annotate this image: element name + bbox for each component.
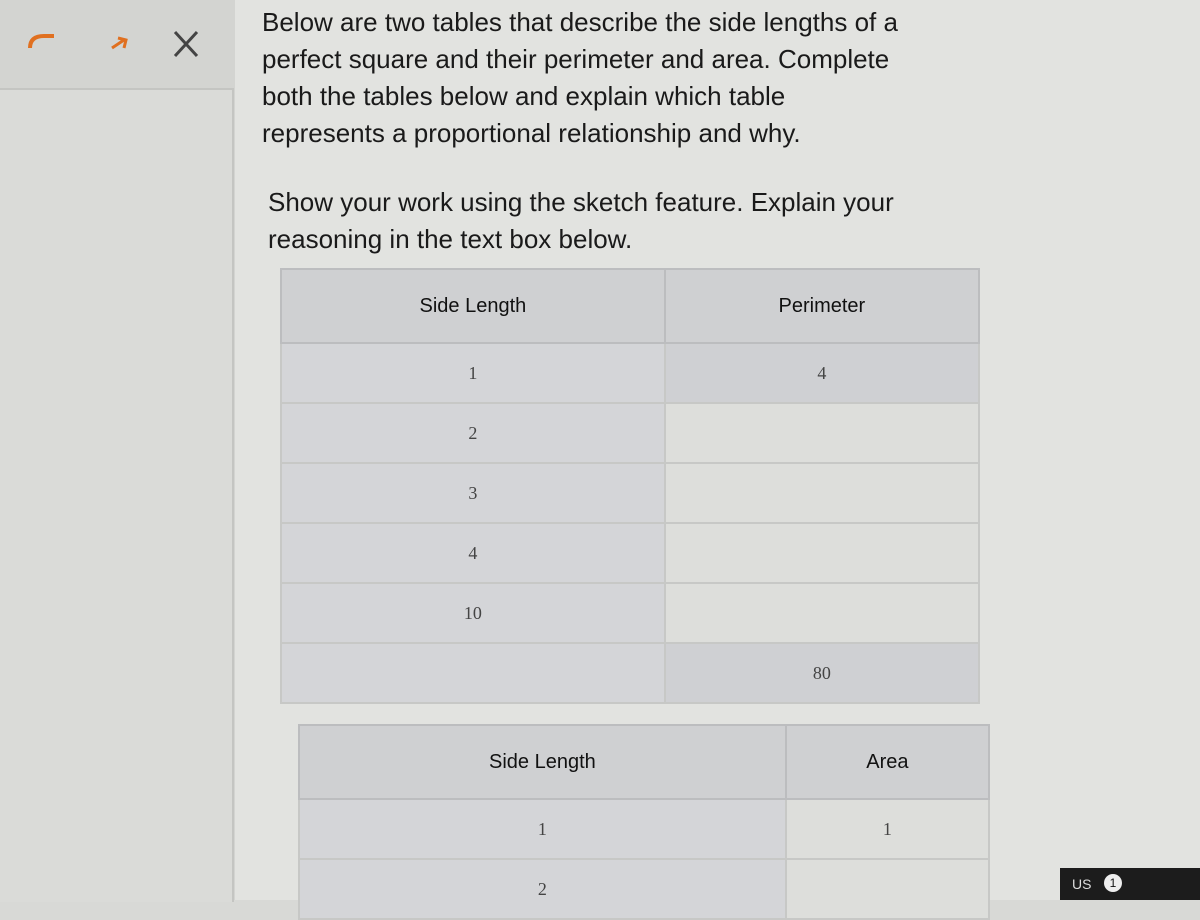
table-row: 80 [280, 642, 981, 704]
data-table: Side Length Area 1 1 2 [298, 724, 991, 920]
table-row: 2 [280, 402, 981, 464]
undo-icon[interactable] [28, 34, 54, 49]
side-panel [0, 88, 234, 902]
redo-icon[interactable] [111, 36, 128, 50]
table-cell [280, 642, 666, 704]
prompt-line: reasoning in the text box below. [268, 224, 633, 254]
table-cell: 1 [280, 342, 666, 404]
table-cell: 2 [298, 858, 787, 920]
header-row: Side Length Area [298, 724, 991, 800]
prompt-paragraph: Below are two tables that describe the s… [262, 4, 898, 152]
table-row: 4 [280, 522, 981, 584]
table-cell: 4 [663, 342, 981, 404]
toolbar [28, 30, 199, 58]
badge[interactable]: 1 [1104, 874, 1122, 892]
table-cell [784, 858, 991, 920]
locale[interactable]: US [1072, 876, 1092, 892]
table-cell: 10 [280, 582, 666, 644]
prompt-line: represents a proportional relationship a… [262, 118, 801, 148]
prompt-paragraph: Show your work using the sketch feature.… [268, 184, 894, 258]
table-cell [663, 462, 981, 524]
prompt-line: both the tables below and explain which … [262, 81, 786, 111]
header-row: Side Length Perimeter [280, 268, 981, 344]
table-cell: 80 [663, 642, 981, 704]
column-header: Side Length [280, 268, 666, 344]
table-cell: 1 [784, 798, 991, 860]
column-header: Side Length [298, 724, 787, 800]
sidebar [0, 0, 235, 902]
table-cell [663, 582, 981, 644]
taskbar: US 1 [1060, 868, 1200, 900]
table-cell: 1 [298, 798, 787, 860]
table-cell [663, 402, 981, 464]
table-row: 3 [280, 462, 981, 524]
column-header: Perimeter [663, 268, 981, 344]
table-cell [663, 522, 981, 584]
prompt-line: perfect square and their perimeter and a… [262, 44, 890, 74]
close-icon[interactable] [173, 30, 199, 58]
table-cell: 2 [280, 402, 666, 464]
table-row: 2 [298, 858, 991, 920]
prompt-line: Show your work using the sketch feature.… [268, 187, 894, 217]
table-row: 10 [280, 582, 981, 644]
column-header: Area [784, 724, 991, 800]
table-cell: 3 [280, 462, 666, 524]
prompt-line: Below are two tables that describe the s… [262, 7, 898, 37]
data-table: Side Length Perimeter 1 4 2 3 4 10 80 [280, 268, 981, 704]
table-cell: 4 [280, 522, 666, 584]
